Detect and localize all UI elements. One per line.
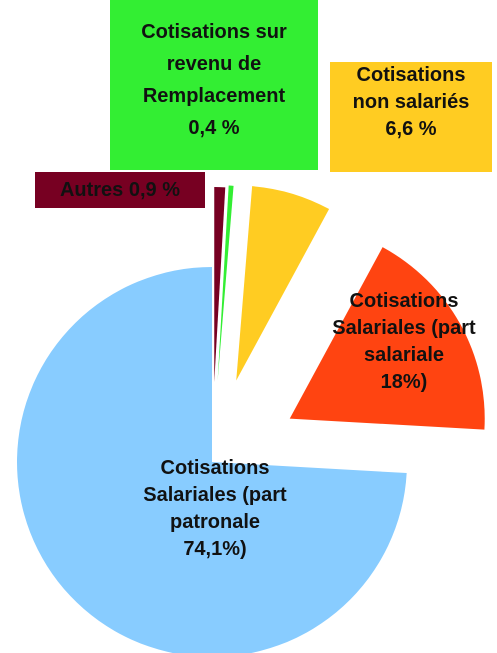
value-label: 6,6 %	[385, 118, 437, 140]
slice-label: Cotisations sur revenu de Remplacement 0…	[110, 0, 318, 170]
pie-slice	[289, 247, 485, 430]
slice-label: Autres 0,9 %	[35, 172, 205, 208]
category-name: Cotisations Salariales (part salariale	[332, 290, 476, 366]
pie-slice	[214, 187, 226, 383]
value-label: 0,9 %	[128, 179, 181, 201]
category-name: Cotisations sur revenu de Remplacement	[141, 21, 287, 107]
pie-slice	[17, 267, 407, 653]
slice-label: Cotisations Salariales (part patronale 7…	[140, 455, 290, 625]
slice-label: Cotisations Salariales (part salariale 1…	[318, 288, 490, 408]
pie-slice	[236, 186, 330, 381]
value-label: 18%)	[380, 371, 428, 393]
slice-label: Cotisations non salariés 6,6 %	[330, 62, 492, 172]
category-name: Cotisations Salariales (part patronale	[143, 457, 287, 533]
pie-slice	[217, 185, 234, 381]
category-name: Autres	[59, 179, 124, 201]
category-name: Cotisations non salariés	[352, 64, 470, 113]
value-label: 74,1%)	[183, 538, 247, 560]
value-label: 0,4 %	[188, 117, 240, 139]
